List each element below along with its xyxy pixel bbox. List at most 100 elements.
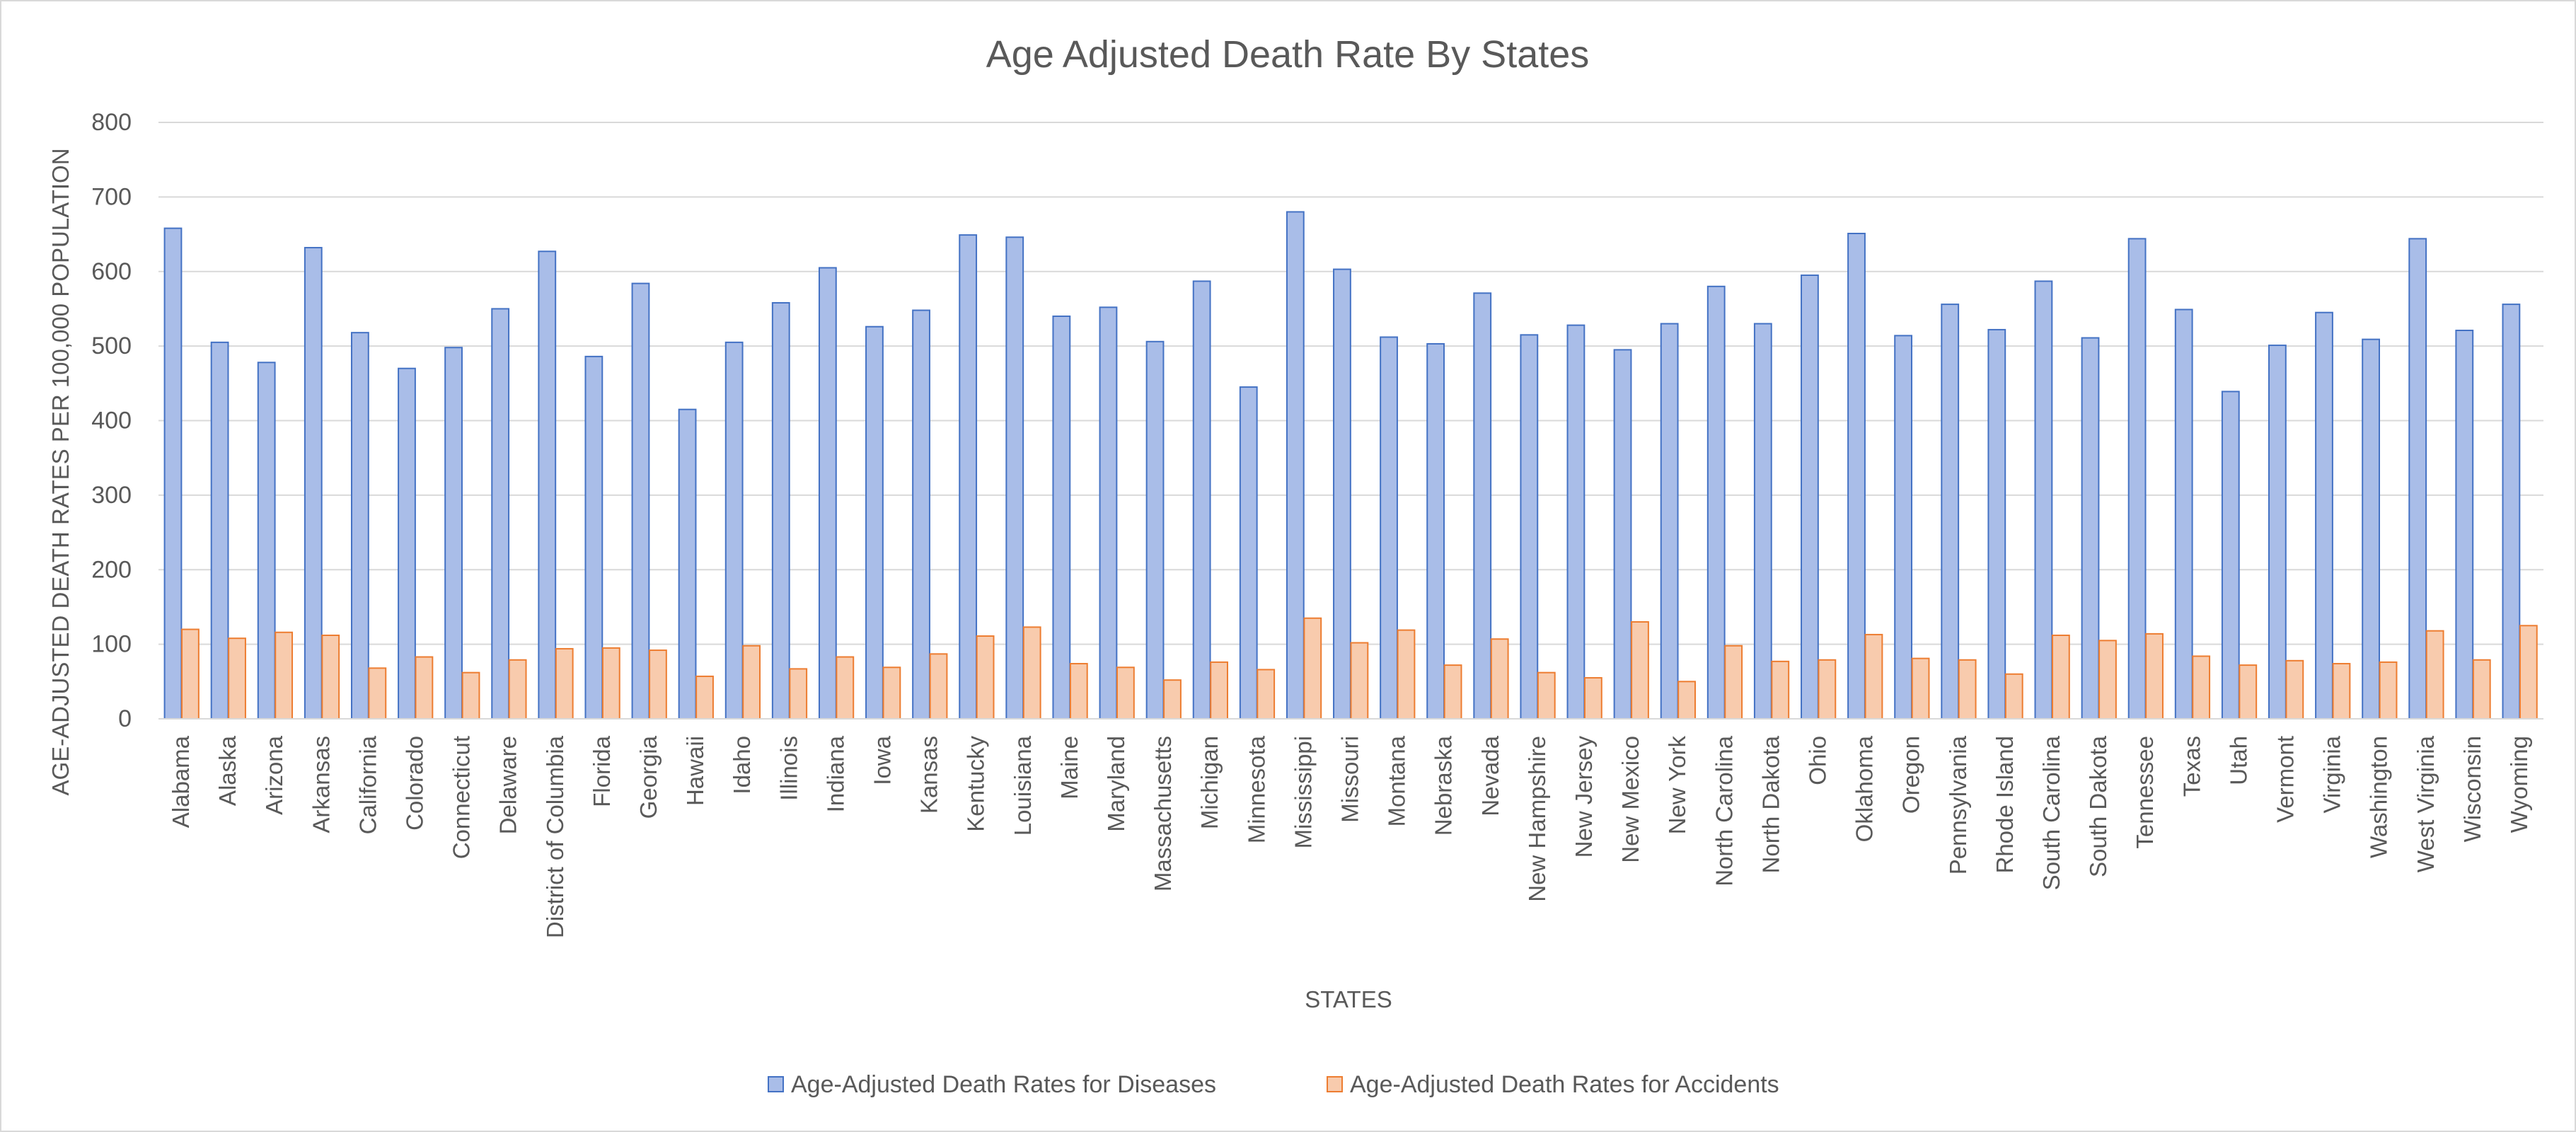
bar-accidents: [2285, 659, 2304, 720]
bar-diseases: [163, 227, 183, 720]
x-tick-label: Pennsylvania: [1945, 735, 1971, 874]
y-axis-title: AGE-ADJUSTED DEATH RATES PER 100,000 POP…: [47, 148, 74, 795]
y-tick-label: 200: [91, 556, 132, 583]
bar-diseases: [2362, 338, 2380, 720]
bar-accidents: [1771, 660, 1790, 720]
bar-accidents: [2425, 630, 2444, 720]
bar-accidents: [601, 647, 620, 720]
bar-accidents: [1490, 638, 1509, 720]
bar-diseases: [631, 282, 650, 720]
x-tick-label: Indiana: [822, 735, 848, 812]
x-tick-label: Michigan: [1196, 736, 1223, 829]
x-tick-label: Illinois: [775, 736, 802, 801]
x-tick-label: Oklahoma: [1852, 735, 1878, 842]
chart-title: Age Adjusted Death Rate By States: [986, 33, 1590, 76]
bar-accidents: [2332, 663, 2351, 720]
x-tick-label: Georgia: [635, 735, 662, 819]
x-tick-label: Maine: [1056, 736, 1082, 799]
bar-accidents: [1911, 657, 1930, 720]
legend-swatch-diseases: [768, 1076, 784, 1092]
bar-diseases: [210, 341, 229, 720]
x-tick-label: Alabama: [168, 735, 194, 828]
x-tick-label: New York: [1664, 736, 1690, 835]
y-tick-label: 600: [91, 258, 132, 285]
bar-diseases: [724, 341, 744, 720]
x-tick-label: Arkansas: [308, 736, 334, 833]
bar-diseases: [1239, 386, 1258, 720]
bar-accidents: [695, 675, 714, 720]
x-tick-label: Colorado: [402, 736, 428, 831]
x-tick-label: Utah: [2225, 736, 2251, 785]
x-tick-label: West Virginia: [2413, 735, 2439, 872]
bar-accidents: [1397, 629, 1416, 720]
bar-diseases: [818, 267, 837, 720]
x-tick-label: Florida: [589, 735, 615, 807]
bar-diseases: [912, 309, 930, 720]
bar-diseases: [304, 247, 323, 720]
bar-diseases: [2174, 308, 2193, 720]
bar-accidents: [1818, 659, 1837, 720]
bar-accidents: [1724, 645, 1743, 720]
bar-accidents: [836, 656, 855, 720]
bar-diseases: [2455, 329, 2474, 720]
bar-diseases: [2268, 345, 2287, 720]
x-tick-label: Ohio: [1804, 736, 1830, 785]
bar-accidents: [2098, 640, 2117, 720]
bar-accidents: [2379, 661, 2398, 720]
x-tick-label: Nevada: [1477, 735, 1503, 816]
x-tick-label: Montana: [1384, 735, 1410, 826]
bar-diseases: [2315, 311, 2333, 720]
x-tick-label: Kentucky: [963, 736, 989, 832]
bar-accidents: [1116, 666, 1135, 720]
bar-accidents: [649, 649, 667, 720]
bar-accidents: [1583, 677, 1602, 720]
y-axis-ticks: 0 100 200 300 400 500 600 700 800: [91, 109, 132, 732]
y-tick-label: 0: [118, 705, 132, 732]
bar-accidents: [976, 635, 995, 720]
bar-diseases: [865, 325, 884, 720]
bar-diseases: [1192, 280, 1211, 720]
x-tick-label: Alaska: [214, 735, 241, 806]
x-tick-label: New Mexico: [1617, 736, 1644, 863]
bar-accidents: [181, 628, 200, 720]
bar-diseases: [2408, 238, 2427, 720]
bar-accidents: [742, 645, 761, 720]
bar-diseases: [1145, 340, 1165, 720]
y-tick-label: 800: [91, 109, 132, 136]
bar-accidents: [789, 668, 808, 720]
bar-diseases: [1706, 285, 1726, 720]
y-tick-label: 500: [91, 333, 132, 359]
x-axis-title: STATES: [1305, 986, 1392, 1012]
bar-diseases: [1333, 268, 1351, 720]
bar-accidents: [1958, 659, 1977, 720]
bar-diseases: [538, 250, 557, 720]
bar-accidents: [1069, 663, 1088, 720]
x-tick-label: Texas: [2178, 736, 2205, 797]
x-tick-label: Rhode Island: [1992, 736, 2018, 873]
x-tick-label: Vermont: [2272, 736, 2298, 823]
x-tick-label: Iowa: [870, 735, 896, 785]
bar-diseases: [2081, 337, 2100, 720]
bar-accidents: [275, 631, 294, 720]
bar-diseases: [1566, 324, 1586, 720]
bar-diseases: [1099, 306, 1118, 720]
bar-diseases: [1894, 335, 1913, 720]
bar-diseases: [257, 362, 276, 720]
bar-diseases: [491, 308, 510, 720]
bar-diseases: [1941, 304, 1960, 720]
bar-accidents: [461, 671, 480, 720]
bar-diseases: [584, 355, 603, 720]
bar-diseases: [959, 234, 978, 720]
x-tick-label: Nebraska: [1431, 735, 1457, 836]
x-tick-label: Maryland: [1103, 736, 1129, 832]
bar-diseases: [350, 332, 369, 720]
x-tick-label: Kansas: [916, 736, 942, 814]
legend-label-accidents: Age-Adjusted Death Rates for Accidents: [1350, 1071, 1779, 1098]
bar-diseases: [1987, 328, 2006, 720]
bar-diseases: [1753, 323, 1772, 720]
x-tick-label: Hawaii: [682, 736, 708, 806]
bar-accidents: [2192, 655, 2211, 720]
x-tick-label: Minnesota: [1243, 735, 1269, 843]
bar-accidents: [1022, 626, 1041, 720]
